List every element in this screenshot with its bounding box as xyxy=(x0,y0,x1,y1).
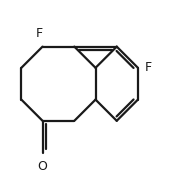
Text: F: F xyxy=(36,27,43,40)
Text: F: F xyxy=(145,61,152,74)
Text: O: O xyxy=(38,160,47,173)
